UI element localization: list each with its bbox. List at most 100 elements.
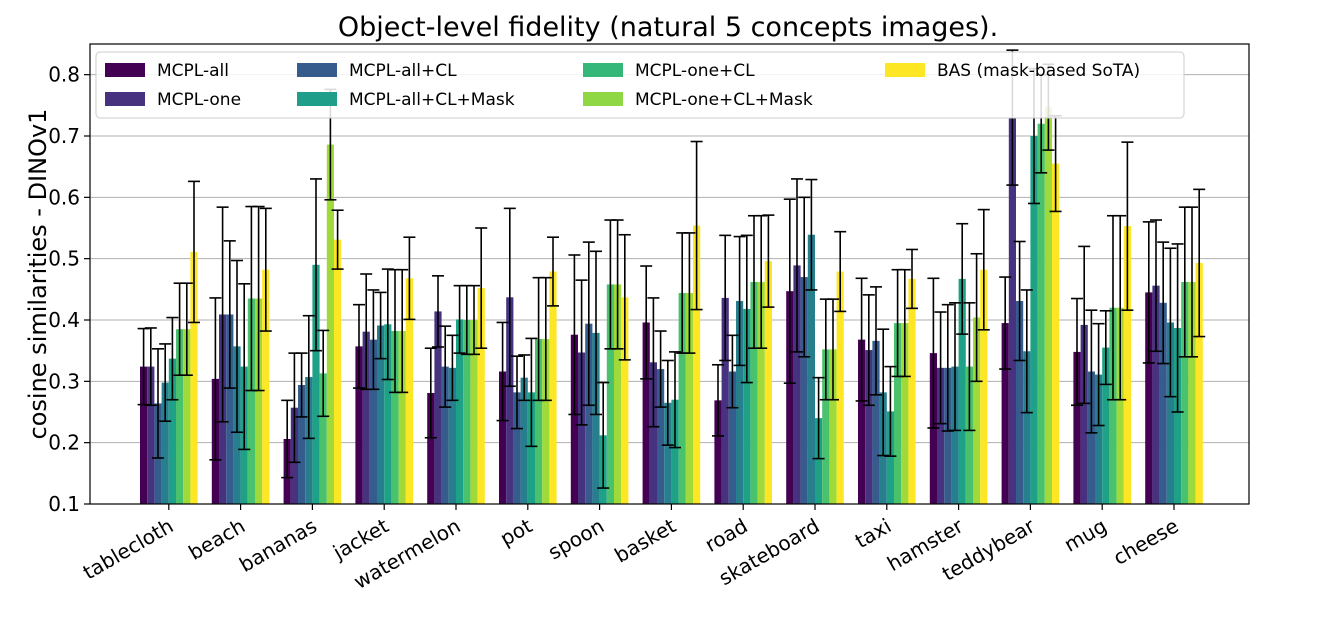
bar — [384, 324, 392, 504]
legend-label: MCPL-one — [157, 90, 241, 110]
bar — [1123, 226, 1131, 504]
legend-swatch — [105, 92, 145, 106]
bar — [262, 269, 270, 504]
bar — [1145, 292, 1153, 504]
bar — [1152, 285, 1160, 504]
bar — [1073, 351, 1081, 504]
bar — [1188, 281, 1196, 504]
legend-label: MCPL-one+CL+Mask — [635, 90, 813, 110]
legend-swatch — [297, 63, 337, 77]
bar — [822, 349, 830, 504]
bar — [621, 297, 629, 504]
bar — [520, 377, 528, 504]
x-tick-label: pot — [496, 513, 537, 550]
legend-label: MCPL-all+CL — [349, 61, 457, 81]
bar — [369, 339, 377, 504]
y-tick-label: 0.8 — [48, 63, 80, 87]
x-tick-label: basket — [610, 513, 680, 567]
y-tick-label: 0.7 — [48, 124, 80, 148]
x-tick-label: mug — [1060, 514, 1111, 557]
bar — [671, 399, 679, 504]
bar — [326, 144, 334, 504]
legend-label: MCPL-all — [157, 61, 229, 81]
bar — [190, 251, 198, 504]
legend-swatch — [297, 92, 337, 106]
y-tick-label: 0.6 — [48, 185, 80, 209]
bar — [937, 367, 945, 504]
bar — [1008, 117, 1016, 504]
bar — [456, 319, 464, 504]
bar — [362, 331, 370, 504]
bar — [980, 269, 988, 504]
error-bars — [137, 49, 1206, 489]
bar — [858, 339, 866, 504]
bar — [786, 291, 794, 504]
bar — [1095, 374, 1103, 504]
bar — [513, 392, 521, 504]
bar — [958, 278, 966, 504]
x-tick-label: road — [701, 514, 752, 557]
legend-label: BAS (mask-based SoTA) — [937, 61, 1140, 81]
bar — [793, 265, 801, 504]
bar — [1166, 322, 1174, 504]
bar — [757, 281, 765, 504]
bar — [176, 329, 184, 504]
bar — [721, 297, 729, 504]
y-tick-label: 0.2 — [48, 431, 80, 455]
y-axis-label: cosine similarities - DINOv1 — [24, 109, 52, 440]
bar — [592, 332, 600, 504]
y-tick-label: 0.1 — [48, 492, 80, 516]
bar — [657, 369, 665, 504]
bar — [614, 284, 622, 504]
bar — [1181, 281, 1189, 504]
bar — [405, 278, 413, 504]
bar — [377, 325, 385, 504]
bar — [1087, 371, 1095, 504]
legend: MCPL-all MCPL-one MCPL-all+CL MCPL-all+CL+M… — [95, 51, 1185, 119]
chart-title: Object-level fidelity (natural 5 concept… — [338, 12, 998, 43]
x-tick-label: spoon — [544, 514, 608, 565]
bar — [334, 239, 342, 505]
bar — [807, 234, 815, 504]
bar — [743, 308, 751, 504]
bar — [606, 284, 614, 504]
bar — [1037, 123, 1045, 504]
bar — [693, 225, 701, 504]
bar — [542, 339, 550, 504]
bar — [836, 271, 844, 504]
x-tick-label: cheese — [1109, 514, 1183, 570]
legend-swatch — [583, 63, 623, 77]
bar — [391, 331, 399, 504]
bar — [1001, 323, 1009, 504]
bar — [427, 392, 435, 504]
bar — [894, 323, 902, 504]
bar — [944, 367, 952, 504]
bar — [499, 371, 507, 504]
bar — [470, 320, 478, 504]
bar — [477, 288, 485, 504]
bar — [800, 277, 808, 504]
bar — [1016, 300, 1024, 504]
bar — [183, 329, 191, 504]
bar — [1080, 324, 1088, 504]
y-tick-label: 0.4 — [48, 308, 80, 332]
bar — [1044, 107, 1052, 504]
legend-swatch — [583, 92, 623, 106]
bar — [1102, 347, 1110, 504]
plot-frame — [89, 43, 1250, 505]
bar — [398, 331, 406, 504]
bar — [319, 373, 327, 504]
bar — [1052, 163, 1060, 504]
bar — [714, 400, 722, 504]
bar — [535, 339, 543, 504]
bar — [965, 366, 973, 504]
bar — [908, 278, 916, 504]
bar — [355, 346, 363, 504]
bar — [685, 293, 693, 504]
bar — [147, 366, 155, 504]
bar — [973, 317, 981, 504]
bar — [1195, 262, 1203, 504]
bar — [750, 281, 758, 504]
bar — [312, 264, 320, 504]
